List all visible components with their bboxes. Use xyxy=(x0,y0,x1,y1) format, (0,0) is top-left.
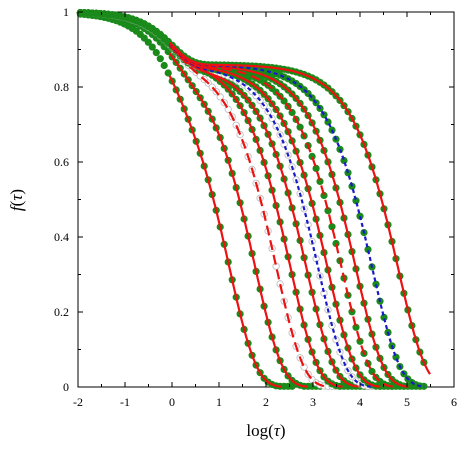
y-tick-label: 0 xyxy=(63,380,69,394)
y-tick-label: 0.4 xyxy=(54,230,69,244)
data-point xyxy=(312,164,320,172)
curve-layer xyxy=(168,41,431,388)
x-tick-label: 5 xyxy=(404,395,410,409)
data-point xyxy=(216,93,224,101)
y-axis-title-var: τ xyxy=(7,194,26,201)
data-point xyxy=(328,223,336,231)
y-tick-label: 0.2 xyxy=(54,305,69,319)
x-tick-label: 3 xyxy=(310,395,316,409)
x-tick-label: 1 xyxy=(216,395,222,409)
x-tick-label: -1 xyxy=(120,395,130,409)
x-axis-title-func: log( xyxy=(246,421,274,440)
y-tick-label: 1 xyxy=(63,5,69,19)
x-tick-label: 6 xyxy=(451,395,457,409)
fit-curve-solid xyxy=(168,42,431,375)
fit-curve-solid xyxy=(168,42,409,388)
x-tick-label: -2 xyxy=(73,395,83,409)
y-axis-title-func: f xyxy=(7,204,26,211)
x-axis-title: log(τ) xyxy=(246,421,285,440)
data-point xyxy=(164,69,172,77)
data-point xyxy=(152,48,160,57)
fit-curve-solid xyxy=(168,44,359,388)
x-tick-label: 4 xyxy=(357,395,363,409)
y-tick-label: 0.8 xyxy=(54,80,69,94)
data-point xyxy=(160,61,168,70)
fit-curve-solid xyxy=(168,52,308,388)
x-axis-title-close: ) xyxy=(280,421,286,440)
data-point xyxy=(148,43,156,51)
fit-curve-solid xyxy=(168,75,282,388)
x-axis-title-var: τ xyxy=(274,421,281,440)
x-tick-label: 0 xyxy=(169,395,175,409)
tick-layer: -2 -1 0 1 2 3 4 5 6 0 0.2 0.4 0.6 0.8 1 xyxy=(54,5,457,409)
data-point xyxy=(156,55,164,63)
y-axis-title-open: ( xyxy=(7,200,26,206)
y-axis-title-close: ) xyxy=(7,189,26,195)
fit-curve-dashed-red xyxy=(168,44,329,388)
fit-curve-dashed-blue xyxy=(168,43,371,388)
y-tick-label: 0.6 xyxy=(54,155,69,169)
data-point xyxy=(144,38,152,46)
series-layer xyxy=(76,9,431,390)
y-axis-title: f(τ) xyxy=(7,189,26,211)
x-tick-label: 2 xyxy=(263,395,269,409)
data-point xyxy=(420,382,428,390)
fit-curve-solid xyxy=(168,43,381,388)
